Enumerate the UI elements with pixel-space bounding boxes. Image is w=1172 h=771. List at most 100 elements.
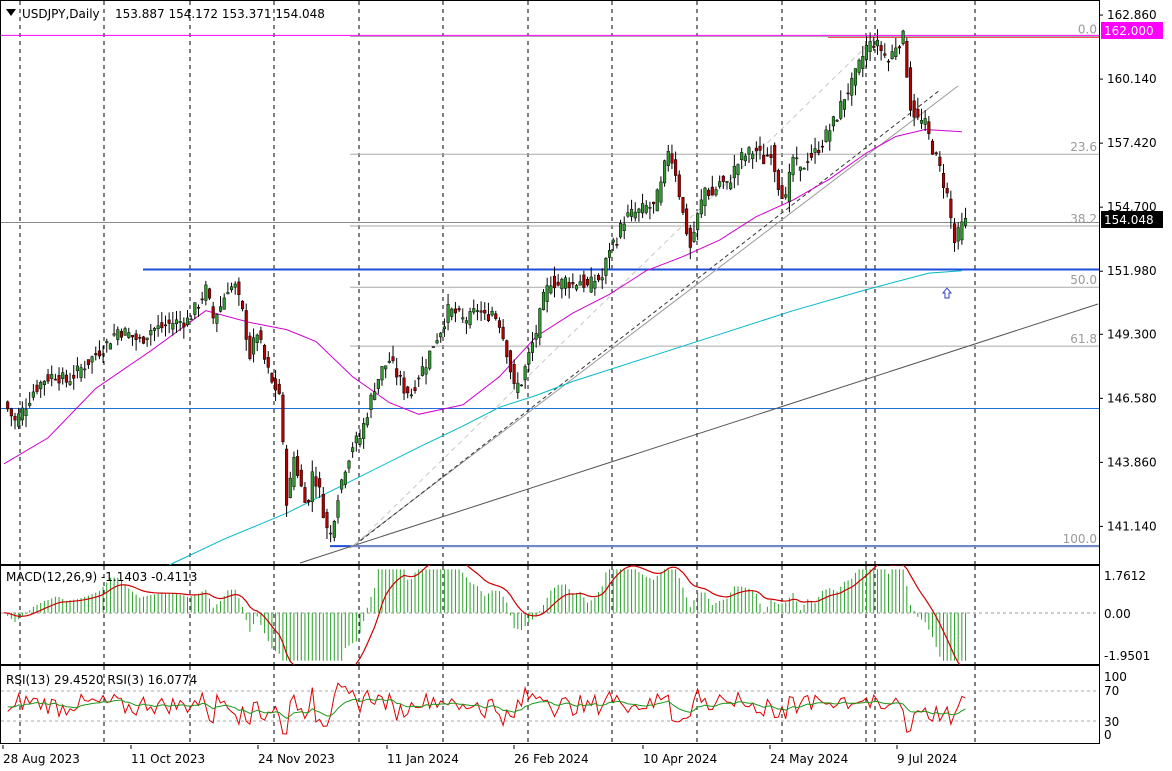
candle-body bbox=[486, 314, 490, 321]
candle-body bbox=[318, 478, 322, 488]
candle-body bbox=[795, 157, 799, 160]
candle-body bbox=[802, 168, 806, 170]
candle-body bbox=[596, 274, 601, 281]
candle-body bbox=[585, 279, 590, 286]
candle-body bbox=[402, 377, 406, 394]
candle-body bbox=[842, 99, 846, 110]
candle-body bbox=[641, 203, 645, 214]
candle-body bbox=[828, 130, 832, 142]
candle-body bbox=[395, 368, 399, 378]
date-tick-label: 26 Feb 2024 bbox=[514, 752, 589, 766]
candle-body bbox=[615, 244, 619, 246]
candle-body bbox=[798, 166, 802, 171]
candle-body bbox=[901, 30, 905, 44]
candle-body bbox=[552, 275, 557, 289]
candle-body bbox=[244, 310, 248, 340]
candle-body bbox=[218, 306, 223, 312]
rsi-vertical-grid bbox=[19, 666, 976, 743]
candle-body bbox=[600, 277, 604, 281]
candle-body bbox=[963, 217, 968, 226]
candle-body bbox=[123, 328, 127, 336]
price-tick-label: 149.300 bbox=[1107, 327, 1157, 341]
candle-body bbox=[732, 165, 736, 179]
candle-body bbox=[94, 353, 98, 356]
macd-panel[interactable]: MACD(12,26,9) -1.1403 -0.4113 1.7612 0.0… bbox=[0, 565, 1172, 666]
candle-body bbox=[112, 333, 116, 336]
candle-body bbox=[534, 333, 538, 340]
fib-level-label: 23.6 bbox=[1070, 140, 1097, 154]
macd-signal-line bbox=[3, 565, 962, 666]
candle-body bbox=[35, 384, 39, 392]
candle-body bbox=[420, 366, 424, 376]
candle-body bbox=[75, 365, 79, 372]
candle-body bbox=[857, 59, 861, 73]
candle-body bbox=[751, 153, 755, 159]
candle-body bbox=[571, 282, 575, 285]
rsi13-line bbox=[7, 698, 966, 720]
candle-body bbox=[604, 258, 608, 276]
candle-body bbox=[475, 310, 479, 312]
price-tick-label: 151.980 bbox=[1107, 264, 1157, 278]
candle-body bbox=[853, 68, 857, 86]
candle-body bbox=[908, 67, 913, 111]
candle-body bbox=[817, 149, 821, 154]
candle-body bbox=[182, 322, 186, 328]
candle-body bbox=[28, 402, 32, 406]
candle-body bbox=[567, 282, 571, 289]
date-tick-label: 9 Jul 2024 bbox=[897, 752, 957, 766]
candle-body bbox=[831, 116, 835, 127]
candle-body bbox=[314, 476, 318, 487]
candle-body bbox=[861, 56, 865, 69]
candle-body bbox=[417, 377, 421, 380]
fib-level-label: 100.0 bbox=[1063, 532, 1097, 546]
candle-body bbox=[626, 212, 630, 217]
candle-body bbox=[780, 185, 784, 200]
candle-body bbox=[431, 346, 435, 348]
candle-body bbox=[809, 153, 813, 158]
candle-body bbox=[83, 368, 87, 371]
candle-body bbox=[916, 108, 920, 118]
candle-body bbox=[152, 328, 157, 331]
candle-body bbox=[134, 333, 138, 340]
candle-body bbox=[791, 156, 795, 176]
candle-body bbox=[740, 152, 744, 161]
macd-axis-zero: 0.00 bbox=[1104, 607, 1131, 621]
candle-body bbox=[527, 352, 531, 365]
dropdown-arrow-icon[interactable] bbox=[6, 9, 16, 16]
candle-body bbox=[497, 320, 501, 328]
candle-body bbox=[692, 231, 696, 242]
candle-body bbox=[483, 309, 487, 314]
candle-body bbox=[160, 322, 164, 329]
candle-body bbox=[453, 308, 457, 314]
date-axis: 28 Aug 2023 11 Oct 2023 24 Nov 2023 11 Jan … bbox=[2, 745, 957, 766]
candle-body bbox=[167, 319, 171, 324]
candle-body bbox=[879, 45, 883, 52]
candle-body bbox=[229, 286, 234, 291]
date-tick-label: 10 Apr 2024 bbox=[643, 752, 717, 766]
rsi-panel[interactable]: RSI(13) 29.4520 RSI(3) 16.0774 100 70 30… bbox=[0, 665, 1172, 745]
candle-body bbox=[303, 487, 307, 503]
candle-body bbox=[442, 326, 446, 330]
macd-title: MACD(12,26,9) -1.1403 -0.4113 bbox=[6, 570, 197, 584]
candle-body bbox=[659, 181, 663, 203]
candle-body bbox=[523, 366, 527, 380]
price-tick-label: 157.420 bbox=[1107, 136, 1157, 150]
candle-body bbox=[894, 47, 898, 57]
candle-body bbox=[608, 250, 612, 258]
candle-body bbox=[468, 311, 472, 326]
candle-body bbox=[813, 148, 817, 153]
candle-body bbox=[174, 319, 179, 325]
candle-body bbox=[196, 307, 201, 309]
candle-body bbox=[905, 41, 909, 78]
candle-body bbox=[699, 199, 703, 215]
candle-body bbox=[391, 356, 395, 361]
candle-body bbox=[281, 394, 285, 443]
candle-body bbox=[578, 281, 582, 286]
candle-body bbox=[707, 189, 711, 197]
candle-body bbox=[332, 521, 336, 538]
fib-level-label: 61.8 bbox=[1070, 332, 1097, 346]
candle-body bbox=[864, 45, 869, 60]
candle-body bbox=[912, 100, 916, 118]
